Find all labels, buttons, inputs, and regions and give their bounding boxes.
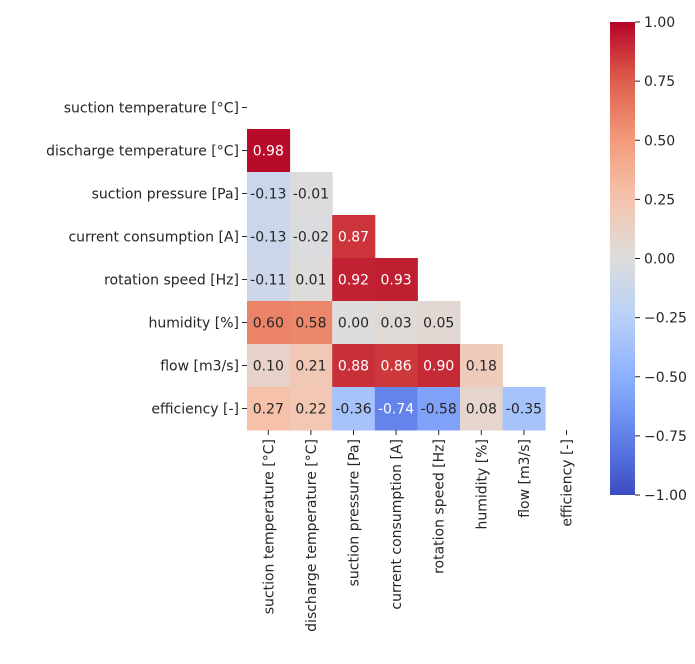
cell-value-label: 0.08 — [466, 402, 497, 418]
cell-value-label: 0.93 — [381, 273, 412, 289]
cell-value-label: -0.35 — [506, 402, 542, 418]
heatmap-cell — [332, 215, 376, 259]
y-tick-label: discharge temperature [°C] — [46, 144, 239, 160]
heatmap-cell — [289, 344, 333, 388]
heatmap-cell — [460, 387, 504, 431]
x-tick-label: suction pressure [Pa] — [347, 439, 363, 586]
colorbar-tick-label: 0.75 — [644, 74, 675, 90]
colorbar-tick-label: 0.25 — [644, 192, 675, 208]
x-tick-label: suction temperature [°C] — [261, 439, 277, 614]
y-tick-label: suction temperature [°C] — [64, 101, 239, 117]
heatmap-cell — [417, 344, 461, 388]
heatmap-cell — [417, 301, 461, 345]
x-tick-label: current consumption [A] — [389, 439, 405, 610]
heatmap-cell — [289, 387, 333, 431]
cell-value-label: 0.01 — [295, 273, 326, 289]
heatmap-cell — [247, 129, 291, 173]
y-tick-label: current consumption [A] — [68, 230, 239, 246]
x-tick-label: discharge temperature [°C] — [304, 439, 320, 632]
cell-value-label: 0.10 — [253, 359, 284, 375]
heatmap-cell — [247, 215, 291, 259]
colorbar-tick-label: 0.00 — [644, 252, 675, 268]
y-tick-label: rotation speed [Hz] — [104, 273, 239, 289]
colorbar-tick-label: −0.75 — [644, 429, 687, 445]
heatmap-cell — [332, 258, 376, 302]
y-tick-label: suction pressure [Pa] — [92, 187, 239, 203]
x-tick-labels: suction temperature [°C] discharge temper… — [261, 430, 576, 632]
heatmap-cell — [374, 387, 418, 431]
cell-value-label: 0.27 — [253, 402, 284, 418]
cell-value-label: -0.74 — [378, 402, 414, 418]
heatmap-cell — [289, 258, 333, 302]
cell-value-label: 0.92 — [338, 273, 369, 289]
heatmap-cell — [247, 172, 291, 216]
heatmap-cell-labels: 0.98 -0.13 -0.01 -0.13 -0.02 0.87 -0.11 0.01 0.9… — [250, 144, 542, 418]
y-tick-labels: suction temperature [°C] discharge temper… — [46, 101, 247, 418]
cell-value-label: -0.02 — [293, 230, 329, 246]
cell-value-label: -0.11 — [250, 273, 286, 289]
y-tick-label: humidity [%] — [148, 316, 239, 332]
cell-value-label: 0.88 — [338, 359, 369, 375]
y-tick-label: flow [m3/s] — [160, 359, 239, 375]
heatmap-cell — [247, 258, 291, 302]
x-tick-label: rotation speed [Hz] — [432, 439, 448, 574]
heatmap-cell — [374, 344, 418, 388]
cell-value-label: 0.86 — [381, 359, 412, 375]
x-tick-label: efficiency [-] — [560, 439, 576, 527]
cell-value-label: 0.87 — [338, 230, 369, 246]
heatmap-cell — [247, 301, 291, 345]
x-tick-label: flow [m3/s] — [517, 439, 533, 518]
colorbar-tick-label: −1.00 — [644, 488, 687, 504]
colorbar-tick-label: 1.00 — [644, 15, 675, 31]
cell-value-label: 0.22 — [295, 402, 326, 418]
cell-value-label: -0.13 — [250, 187, 286, 203]
cell-value-label: 0.98 — [253, 144, 284, 160]
colorbar-gradient — [610, 22, 635, 495]
colorbar-tick-label: 0.50 — [644, 133, 675, 149]
heatmap-cell — [460, 344, 504, 388]
heatmap-cell — [332, 387, 376, 431]
heatmap-cell — [289, 301, 333, 345]
cell-value-label: -0.13 — [250, 230, 286, 246]
cell-value-label: 0.60 — [253, 316, 284, 332]
cell-value-label: 0.90 — [423, 359, 454, 375]
heatmap-cell — [417, 387, 461, 431]
y-tick-label: efficiency [-] — [151, 402, 239, 418]
heatmap-cell — [374, 258, 418, 302]
cell-value-label: -0.01 — [293, 187, 329, 203]
heatmap-cell — [289, 215, 333, 259]
cell-value-label: 0.05 — [423, 316, 454, 332]
colorbar: 1.00 0.75 0.50 0.25 0.00 −0.25 −0.50 −0.75 −1.00 — [610, 15, 687, 504]
cell-value-label: 0.03 — [381, 316, 412, 332]
heatmap-cells — [247, 129, 546, 431]
colorbar-tick-label: −0.25 — [644, 311, 687, 327]
x-tick-label: humidity [%] — [474, 439, 490, 530]
heatmap-cell — [374, 301, 418, 345]
heatmap-cell — [332, 301, 376, 345]
cell-value-label: -0.58 — [421, 402, 457, 418]
cell-value-label: 0.21 — [295, 359, 326, 375]
cell-value-label: 0.18 — [466, 359, 497, 375]
cell-value-label: 0.58 — [295, 316, 326, 332]
colorbar-tick-label: −0.50 — [644, 370, 687, 386]
heatmap-cell — [247, 344, 291, 388]
heatmap-cell — [289, 172, 333, 216]
cell-value-label: 0.00 — [338, 316, 369, 332]
heatmap-cell — [247, 387, 291, 431]
heatmap-cell — [502, 387, 546, 431]
cell-value-label: -0.36 — [335, 402, 371, 418]
heatmap-cell — [332, 344, 376, 388]
